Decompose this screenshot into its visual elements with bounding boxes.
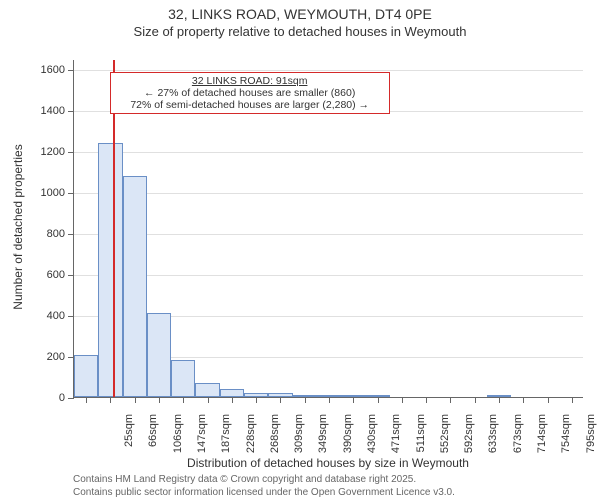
ytick-mark (68, 70, 74, 71)
ytick-mark (68, 398, 74, 399)
gridline (74, 193, 583, 194)
ytick-label: 0 (33, 392, 65, 404)
xtick-label: 511sqm (415, 414, 427, 464)
gridline (74, 152, 583, 153)
xtick-mark (523, 397, 524, 403)
bar (98, 143, 122, 397)
ytick-mark (68, 234, 74, 235)
xtick-mark (353, 397, 354, 403)
ytick-mark (68, 111, 74, 112)
y-axis-label: Number of detached properties (11, 127, 25, 327)
xtick-label: 187sqm (220, 414, 232, 464)
xtick-label: 66sqm (147, 414, 159, 464)
xtick-label: 147sqm (196, 414, 208, 464)
xtick-label: 714sqm (536, 414, 548, 464)
ytick-mark (68, 152, 74, 153)
ytick-label: 600 (33, 269, 65, 281)
ytick-mark (68, 275, 74, 276)
bar (171, 360, 195, 397)
xtick-mark (378, 397, 379, 403)
xtick-label: 25sqm (123, 414, 135, 464)
xtick-mark (232, 397, 233, 403)
bar (74, 355, 98, 397)
xtick-label: 309sqm (293, 414, 305, 464)
xtick-mark (475, 397, 476, 403)
xtick-mark (402, 397, 403, 403)
gridline (74, 234, 583, 235)
bar (123, 176, 147, 397)
xtick-mark (183, 397, 184, 403)
xtick-mark (499, 397, 500, 403)
xtick-mark (426, 397, 427, 403)
xtick-mark (572, 397, 573, 403)
xtick-label: 633sqm (487, 414, 499, 464)
xtick-label: 552sqm (439, 414, 451, 464)
xtick-mark (208, 397, 209, 403)
ytick-label: 1600 (33, 64, 65, 76)
xtick-mark (256, 397, 257, 403)
xtick-label: 106sqm (172, 414, 184, 464)
footer-line2: Contains public sector information licen… (73, 487, 455, 500)
ytick-mark (68, 316, 74, 317)
attribution-footer: Contains HM Land Registry data © Crown c… (73, 474, 455, 499)
xtick-label: 673sqm (512, 414, 524, 464)
xtick-mark (280, 397, 281, 403)
bar (147, 313, 171, 397)
ytick-label: 1000 (33, 187, 65, 199)
annotation-box: 32 LINKS ROAD: 91sqm ← 27% of detached h… (110, 72, 390, 114)
xtick-mark (159, 397, 160, 403)
ytick-label: 800 (33, 228, 65, 240)
ytick-label: 400 (33, 310, 65, 322)
annotation-line1: 32 LINKS ROAD: 91sqm (115, 75, 385, 87)
title-line2: Size of property relative to detached ho… (0, 24, 600, 39)
bar (195, 383, 219, 397)
xtick-mark (110, 397, 111, 403)
xtick-label: 430sqm (366, 414, 378, 464)
xtick-label: 390sqm (342, 414, 354, 464)
xtick-mark (86, 397, 87, 403)
annotation-line2: ← 27% of detached houses are smaller (86… (115, 87, 385, 99)
gridline (74, 275, 583, 276)
xtick-label: 349sqm (317, 414, 329, 464)
xtick-mark (450, 397, 451, 403)
xtick-mark (305, 397, 306, 403)
ytick-label: 1200 (33, 146, 65, 158)
title-line1: 32, LINKS ROAD, WEYMOUTH, DT4 0PE (0, 6, 600, 22)
xtick-label: 592sqm (463, 414, 475, 464)
ytick-label: 200 (33, 351, 65, 363)
bar (220, 389, 244, 397)
xtick-label: 268sqm (269, 414, 281, 464)
xtick-mark (548, 397, 549, 403)
annotation-line3: 72% of semi-detached houses are larger (… (115, 99, 385, 111)
xtick-label: 228sqm (245, 414, 257, 464)
xtick-mark (329, 397, 330, 403)
xtick-label: 471sqm (390, 414, 402, 464)
xtick-label: 795sqm (585, 414, 597, 464)
plot-area: 32 LINKS ROAD: 91sqm ← 27% of detached h… (73, 60, 583, 398)
xtick-label: 754sqm (560, 414, 572, 464)
chart-container: 32, LINKS ROAD, WEYMOUTH, DT4 0PE Size o… (0, 0, 600, 500)
footer-line1: Contains HM Land Registry data © Crown c… (73, 474, 455, 487)
ytick-label: 1400 (33, 105, 65, 117)
ytick-mark (68, 193, 74, 194)
xtick-mark (135, 397, 136, 403)
